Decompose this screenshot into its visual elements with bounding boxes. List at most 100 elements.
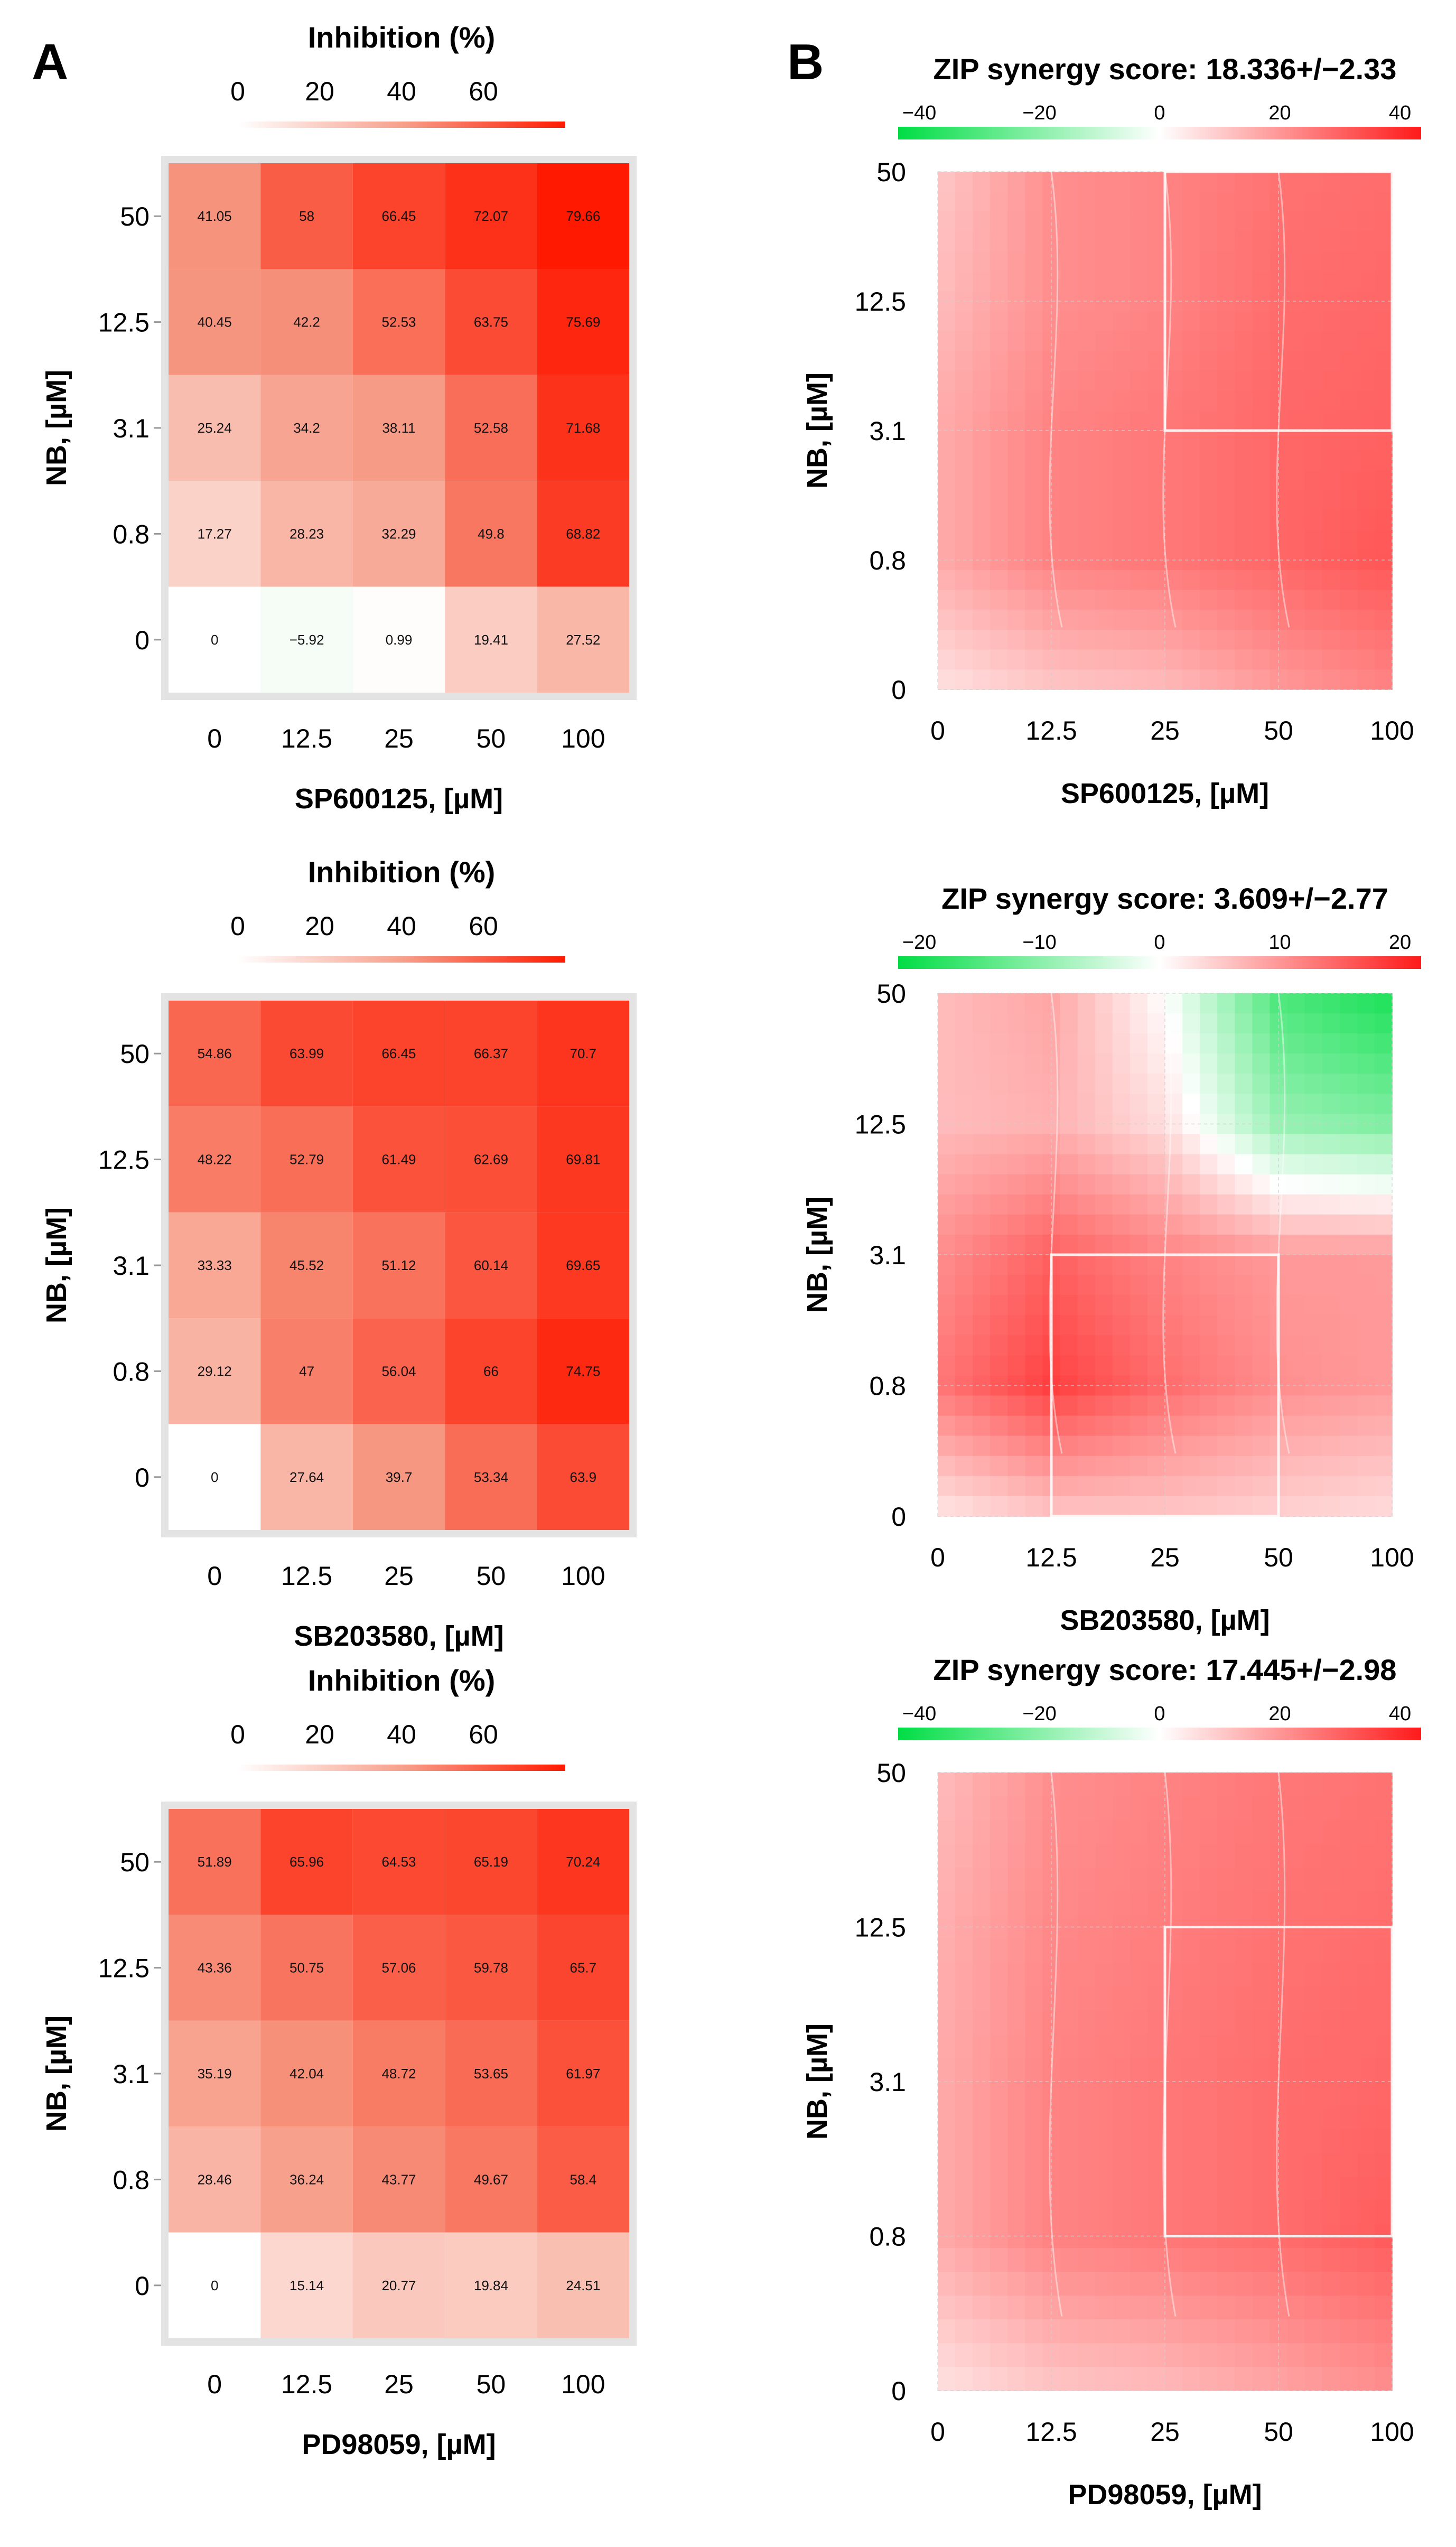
synergy-surface-cell xyxy=(1182,590,1200,610)
synergy-surface-cell xyxy=(973,1891,991,1916)
synergy-surface-cell xyxy=(1025,1234,1043,1255)
synergy-surface-cell xyxy=(1130,172,1148,192)
synergy-surface-cell xyxy=(990,1295,1009,1316)
synergy-surface-cell xyxy=(1077,2153,1096,2177)
synergy-surface-cell xyxy=(1217,1891,1236,1916)
synergy-surface-cell xyxy=(1182,1315,1200,1336)
synergy-surface-cell xyxy=(1077,1868,1096,1892)
synergy-surface-cell xyxy=(1077,2367,1096,2391)
x-tick-label: 25 xyxy=(384,724,414,753)
synergy-surface-cell xyxy=(1112,271,1131,292)
synergy-surface-cell xyxy=(1112,370,1131,391)
synergy-surface-cell xyxy=(1200,251,1218,272)
contour-line xyxy=(1162,1772,1177,2317)
synergy-surface-cell xyxy=(1322,191,1340,212)
synergy-surface-cell xyxy=(1112,1255,1131,1275)
synergy-surface-cell xyxy=(938,649,956,670)
synergy-surface-cell xyxy=(1287,1174,1305,1195)
synergy-surface-cell xyxy=(973,490,991,511)
synergy-surface-cell xyxy=(1287,2177,1305,2201)
synergy-surface-cell xyxy=(1042,993,1061,1014)
synergy-surface-cell xyxy=(1357,2200,1375,2225)
synergy-surface-cell xyxy=(1147,1154,1165,1175)
synergy-surface-cell xyxy=(1322,1963,1340,1987)
synergy-surface-cell xyxy=(938,2367,956,2391)
synergy-surface-cell xyxy=(1322,1154,1340,1175)
cell-value-label: 36.24 xyxy=(290,2171,324,2187)
synergy-surface-cell xyxy=(973,2319,991,2344)
synergy-surface-cell xyxy=(1200,450,1218,471)
y-tick-label: 0.8 xyxy=(113,2165,150,2195)
synergy-surface-cell xyxy=(1007,610,1026,630)
synergy-surface-cell xyxy=(973,351,991,371)
synergy-surface-cell xyxy=(938,2129,956,2153)
synergy-surface-cell xyxy=(1112,2177,1131,2201)
synergy-surface-cell xyxy=(1077,1496,1096,1517)
synergy-surface-cell xyxy=(1304,1796,1323,1821)
synergy-surface-cell xyxy=(1287,510,1305,531)
colorbar-tick-label: 60 xyxy=(469,911,498,941)
synergy-surface-cell xyxy=(1287,1033,1305,1055)
synergy-surface-cell xyxy=(1200,1335,1218,1356)
cell-value-label: 38.11 xyxy=(382,420,415,436)
synergy-surface-cell xyxy=(1165,1415,1183,1436)
synergy-surface-cell xyxy=(973,311,991,332)
synergy-surface-cell xyxy=(1357,1355,1375,1376)
synergy-surface-cell xyxy=(1252,2367,1271,2391)
synergy-surface-cell xyxy=(1095,629,1113,650)
synergy-surface-cell xyxy=(1357,1013,1375,1034)
synergy-surface-cell xyxy=(1182,1868,1200,1892)
synergy-surface-cell xyxy=(1182,530,1200,551)
synergy-surface-cell xyxy=(1339,1476,1358,1497)
synergy-surface-cell xyxy=(1374,1335,1393,1356)
synergy-surface-cell xyxy=(1007,993,1026,1014)
synergy-surface-cell xyxy=(1060,1214,1078,1235)
synergy-surface-cell xyxy=(1077,370,1096,391)
synergy-surface-cell xyxy=(1147,1435,1165,1457)
synergy-surface-cell xyxy=(990,231,1009,252)
synergy-surface-cell xyxy=(1287,251,1305,272)
synergy-surface-cell xyxy=(1235,1074,1253,1095)
synergy-surface-cell xyxy=(1217,191,1236,212)
synergy-surface-cell xyxy=(1130,291,1148,312)
synergy-surface-cell xyxy=(1270,172,1288,192)
synergy-surface-cell xyxy=(1357,1094,1375,1115)
synergy-surface-cell xyxy=(1060,1094,1078,1115)
synergy-surface-cell xyxy=(1147,2058,1165,2082)
synergy-surface-cell xyxy=(1200,2010,1218,2035)
synergy-surface-cell xyxy=(1374,1154,1393,1175)
synergy-surface-cell xyxy=(1339,2058,1358,2082)
synergy-surface-cell xyxy=(955,1275,973,1295)
synergy-surface-cell xyxy=(1095,450,1113,471)
synergy-surface-cell xyxy=(1007,410,1026,431)
synergy-surface-cell xyxy=(1374,2248,1393,2272)
synergy-surface-cell xyxy=(1130,2010,1148,2035)
heatmap-cell xyxy=(352,375,445,481)
synergy-surface-cell xyxy=(1060,431,1078,451)
synergy-surface-cell xyxy=(973,1335,991,1356)
synergy-surface-cell xyxy=(1304,450,1323,471)
synergy-surface-cell xyxy=(1112,490,1131,511)
heatmap-cell xyxy=(352,2126,445,2233)
synergy-surface-cell xyxy=(1007,1395,1026,1416)
synergy-surface-cell xyxy=(1287,2082,1305,2106)
synergy-surface-cell xyxy=(1322,2367,1340,2391)
synergy-surface-cell xyxy=(1095,2272,1113,2296)
synergy-surface-cell xyxy=(1200,1074,1218,1095)
synergy-surface-cell xyxy=(1217,450,1236,471)
synergy-surface-cell xyxy=(1165,271,1183,292)
synergy-surface-cell xyxy=(1252,191,1271,212)
most-synergistic-area-box xyxy=(1163,170,1394,432)
synergy-surface-cell xyxy=(973,649,991,670)
heatmap-cell xyxy=(352,1106,445,1212)
synergy-surface-cell xyxy=(1077,669,1096,690)
synergy-surface-cell xyxy=(1339,1315,1358,1336)
synergy-surface-cell xyxy=(938,1255,956,1275)
synergy-surface-cell xyxy=(1235,311,1253,332)
synergy-surface-cell xyxy=(1374,172,1393,192)
synergy-surface-cell xyxy=(938,1844,956,1868)
synergy-surface-cell xyxy=(1235,1891,1253,1916)
synergy-surface-cell xyxy=(955,450,973,471)
synergy-surface-cell xyxy=(1025,490,1043,511)
synergy-surface-cell xyxy=(1182,1355,1200,1376)
